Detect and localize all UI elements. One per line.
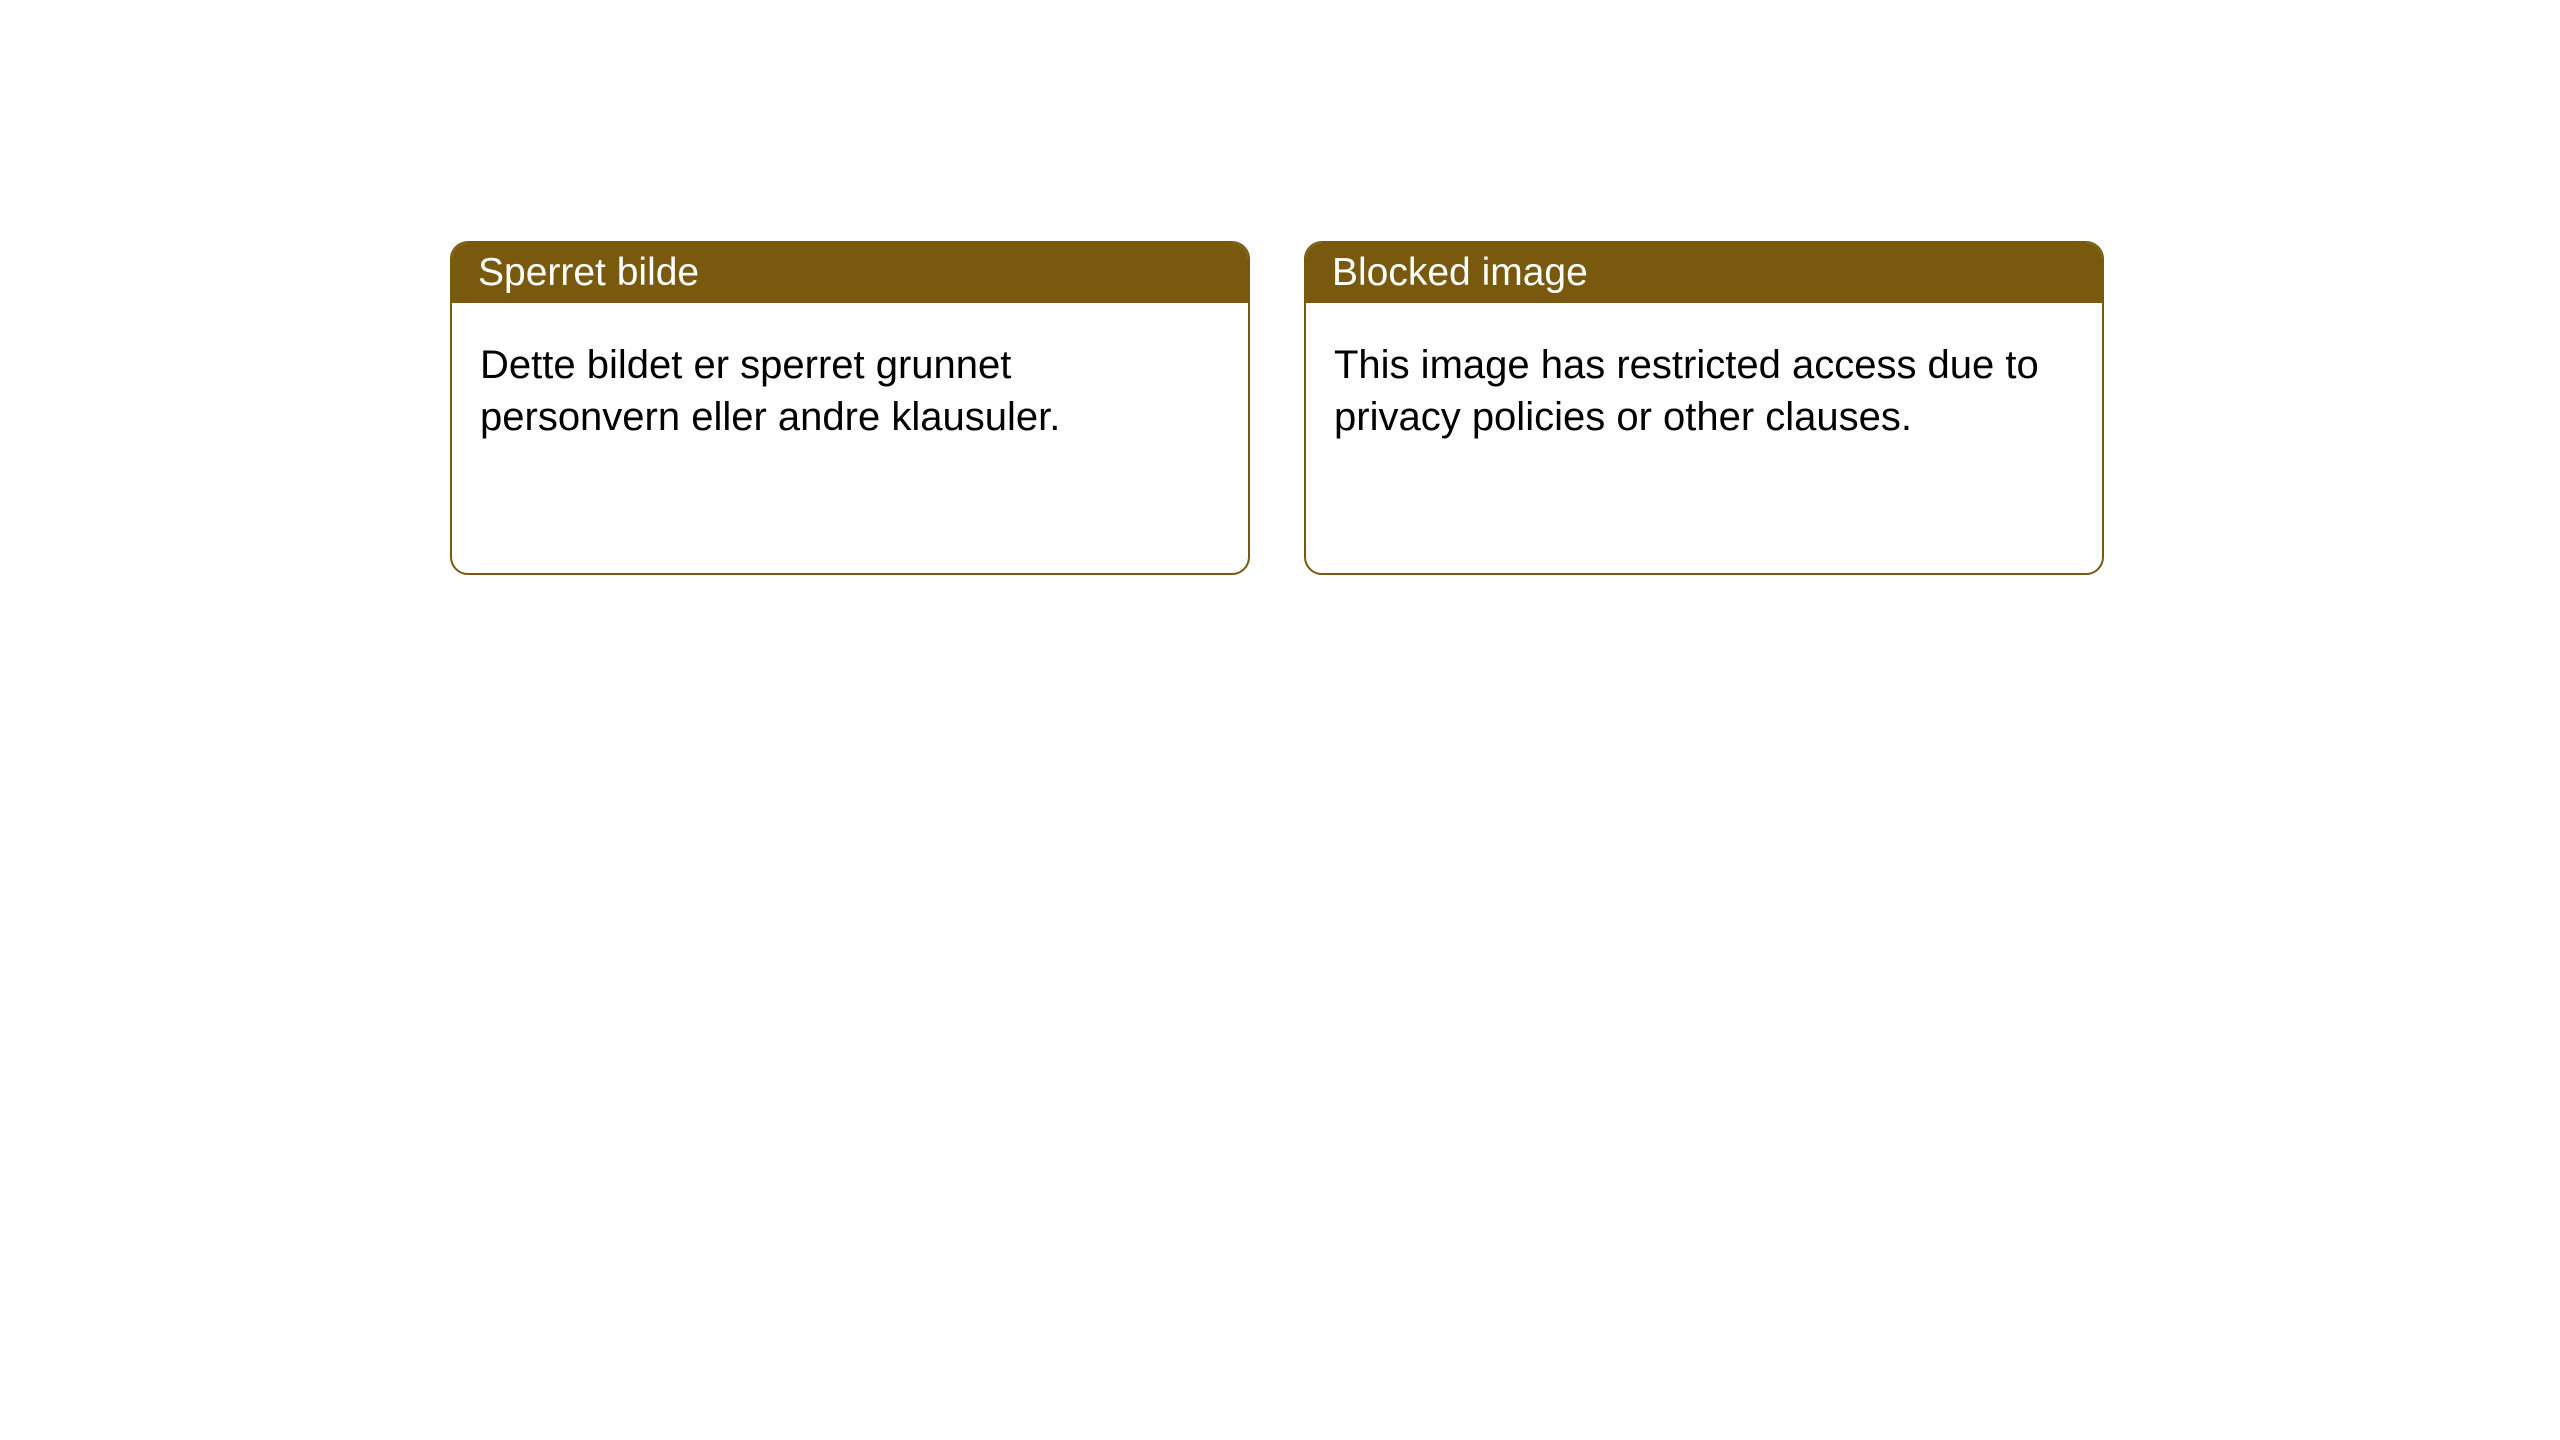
- notice-card-english: Blocked image This image has restricted …: [1304, 241, 2104, 575]
- notice-cards-container: Sperret bilde Dette bildet er sperret gr…: [450, 241, 2104, 575]
- card-header: Sperret bilde: [452, 243, 1248, 303]
- card-title: Blocked image: [1332, 251, 1588, 295]
- card-title: Sperret bilde: [478, 251, 699, 295]
- card-header: Blocked image: [1306, 243, 2102, 303]
- card-body: Dette bildet er sperret grunnet personve…: [452, 303, 1248, 479]
- card-text: Dette bildet er sperret grunnet personve…: [480, 339, 1220, 443]
- card-body: This image has restricted access due to …: [1306, 303, 2102, 479]
- card-text: This image has restricted access due to …: [1334, 339, 2074, 443]
- notice-card-norwegian: Sperret bilde Dette bildet er sperret gr…: [450, 241, 1250, 575]
